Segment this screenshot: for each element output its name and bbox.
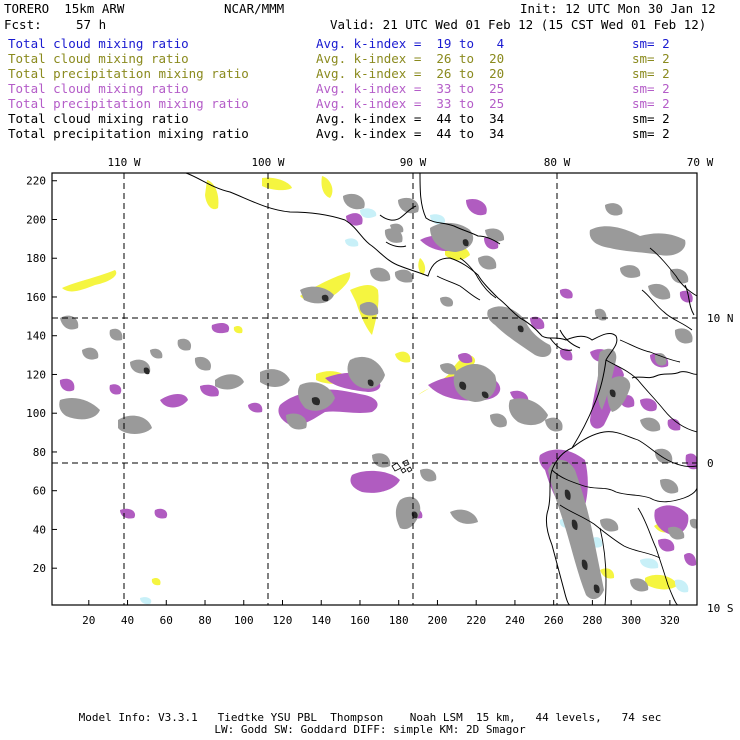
y-tick-label: 140 (26, 330, 46, 343)
y-tick-label: 200 (26, 213, 46, 226)
lat-label: 10 S (707, 602, 734, 615)
model-info-line: Model Info: V3.3.1 Tiedtke YSU PBL Thomp… (78, 711, 662, 724)
lon-label: 90 W (400, 156, 427, 169)
legend-field: Total precipitation mixing ratio (8, 126, 249, 141)
x-tick-label: 20 (82, 614, 95, 627)
x-tick-label: 240 (505, 614, 525, 627)
init-time: Init: 12 UTC Mon 30 Jan 12 (520, 1, 716, 16)
x-tick-label: 180 (389, 614, 409, 627)
legend-range: Avg. k-index = 19 to 4 (316, 36, 505, 51)
legend-sm: sm= 2 (632, 111, 670, 126)
x-tick-label: 100 (234, 614, 254, 627)
y-tick-label: 80 (33, 446, 46, 459)
legend-range: Avg. k-index = 44 to 34 (316, 126, 505, 141)
x-tick-label: 60 (160, 614, 173, 627)
legend-field: Total cloud mixing ratio (8, 36, 189, 51)
x-tick-label: 280 (582, 614, 602, 627)
yellow-field (62, 176, 678, 590)
y-tick-label: 40 (33, 523, 46, 536)
forecast-label: Fcst: (4, 17, 42, 32)
physics-info-line: LW: Godd SW: Goddard DIFF: simple KM: 2D… (214, 723, 526, 736)
y-tick-label: 160 (26, 291, 46, 304)
lon-label: 110 W (107, 156, 140, 169)
model-name: TORERO 15km ARW (4, 1, 125, 16)
legend-field: Total precipitation mixing ratio (8, 96, 249, 111)
x-tick-label: 260 (544, 614, 564, 627)
y-tick-label: 180 (26, 252, 46, 265)
lon-label: 80 W (544, 156, 571, 169)
legend-sm: sm= 2 (632, 51, 670, 66)
legend-sm: sm= 2 (632, 126, 670, 141)
legend-field: Total cloud mixing ratio (8, 81, 189, 96)
legend-range: Avg. k-index = 44 to 34 (316, 111, 505, 126)
y-tick-label: 220 (26, 175, 46, 188)
forecast-hours: 57 h (76, 17, 107, 32)
valid-time: Valid: 21 UTC Wed 01 Feb 12 (15 CST Wed … (330, 17, 707, 32)
country-borders (436, 247, 697, 605)
axis-ticks (52, 180, 671, 605)
x-tick-label: 140 (311, 614, 331, 627)
legend-range: Avg. k-index = 26 to 20 (316, 66, 505, 81)
x-tick-label: 220 (466, 614, 486, 627)
y-tick-label: 20 (33, 562, 46, 575)
axis-labels: 20 40 60 80 100 120 140 160 180 200 220 240 260 280 30… (26, 156, 733, 627)
x-tick-label: 300 (621, 614, 641, 627)
lon-label: 70 W (687, 156, 714, 169)
x-tick-label: 120 (273, 614, 293, 627)
legend-field: Total precipitation mixing ratio (8, 66, 249, 81)
legend-sm: sm= 2 (632, 66, 670, 81)
legend-range: Avg. k-index = 33 to 25 (316, 81, 505, 96)
coastlines (185, 173, 697, 605)
lat-lon-grid (52, 173, 697, 605)
map-frame (51, 172, 698, 606)
legend-range: Avg. k-index = 33 to 25 (316, 96, 505, 111)
dark-field (143, 239, 616, 594)
x-tick-label: 200 (428, 614, 448, 627)
y-tick-label: 100 (26, 407, 46, 420)
legend-range: Avg. k-index = 26 to 20 (316, 51, 505, 66)
x-tick-label: 320 (660, 614, 680, 627)
legend-sm: sm= 2 (632, 81, 670, 96)
legend-sm: sm= 2 (632, 96, 670, 111)
lat-label: 0 (707, 457, 714, 470)
legend-field: Total cloud mixing ratio (8, 51, 189, 66)
x-tick-label: 40 (121, 614, 134, 627)
cloud-fields (59, 176, 697, 605)
y-tick-label: 120 (26, 368, 46, 381)
lat-label: 10 N (707, 312, 734, 325)
lon-label: 100 W (251, 156, 284, 169)
organization: NCAR/MMM (224, 1, 285, 16)
galapagos-islands (391, 459, 413, 474)
x-tick-label: 160 (350, 614, 370, 627)
legend-field: Total cloud mixing ratio (8, 111, 189, 126)
y-tick-label: 60 (33, 485, 46, 498)
x-tick-label: 80 (198, 614, 211, 627)
legend-sm: sm= 2 (632, 36, 670, 51)
